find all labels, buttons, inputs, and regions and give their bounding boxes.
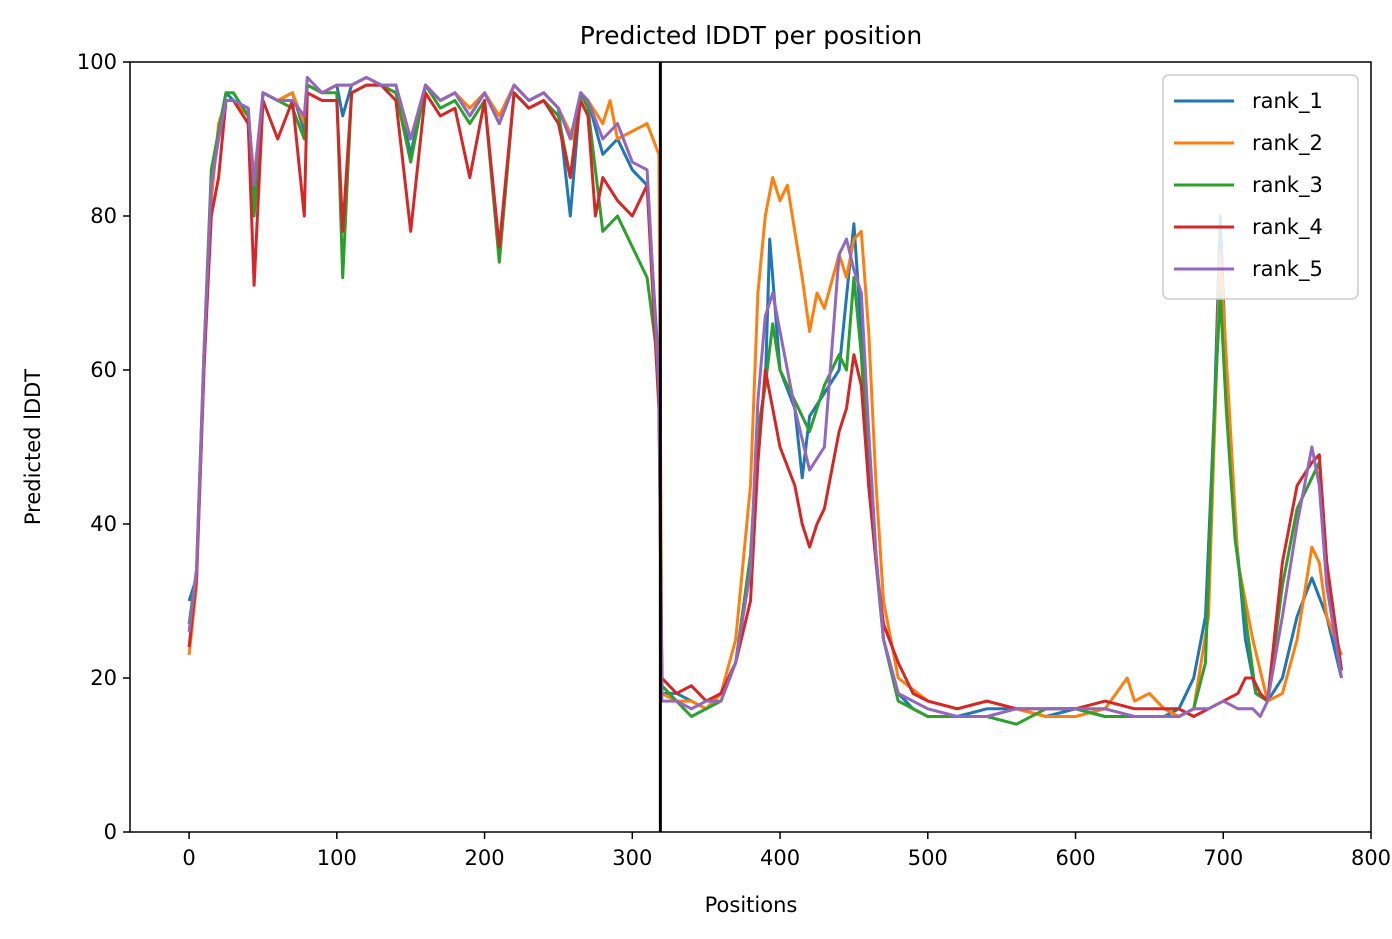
y-tick-label: 0 — [104, 820, 117, 844]
y-tick-label: 80 — [90, 204, 117, 228]
x-tick-label: 300 — [612, 846, 652, 870]
legend-label: rank_5 — [1252, 257, 1323, 282]
y-tick-label: 40 — [90, 512, 117, 536]
x-axis: 0 100 200 300 400 500 600 700 800 — [182, 832, 1391, 870]
legend-label: rank_2 — [1252, 131, 1323, 156]
x-tick-label: 800 — [1351, 846, 1391, 870]
plot-frame — [129, 61, 1372, 833]
x-tick-label: 200 — [465, 846, 505, 870]
y-tick-label: 100 — [77, 50, 117, 74]
y-tick-label: 60 — [90, 358, 117, 382]
series-line-rank-5 — [187, 75, 1343, 718]
x-tick-label: 500 — [908, 846, 948, 870]
y-axis-title: Predicted lDDT — [21, 369, 45, 525]
legend: rank_1 rank_2 rank_3 rank_4 rank_5 — [1162, 74, 1359, 300]
series-line-rank-4 — [187, 83, 1343, 718]
plot-area — [129, 61, 1372, 833]
x-tick-label: 600 — [1055, 846, 1095, 870]
legend-label: rank_1 — [1252, 89, 1323, 114]
y-axis: 0 20 40 60 80 100 — [77, 50, 130, 844]
y-tick-label: 20 — [90, 666, 117, 690]
x-tick-label: 0 — [182, 846, 195, 870]
series-layer — [187, 75, 1343, 726]
legend-label: rank_3 — [1252, 173, 1323, 198]
x-tick-label: 400 — [760, 846, 800, 870]
legend-box — [1162, 74, 1359, 300]
chart-title: Predicted lDDT per position — [580, 21, 922, 50]
x-tick-label: 700 — [1203, 846, 1243, 870]
legend-label: rank_4 — [1252, 215, 1323, 240]
x-axis-title: Positions — [705, 893, 798, 917]
x-tick-label: 100 — [317, 846, 357, 870]
